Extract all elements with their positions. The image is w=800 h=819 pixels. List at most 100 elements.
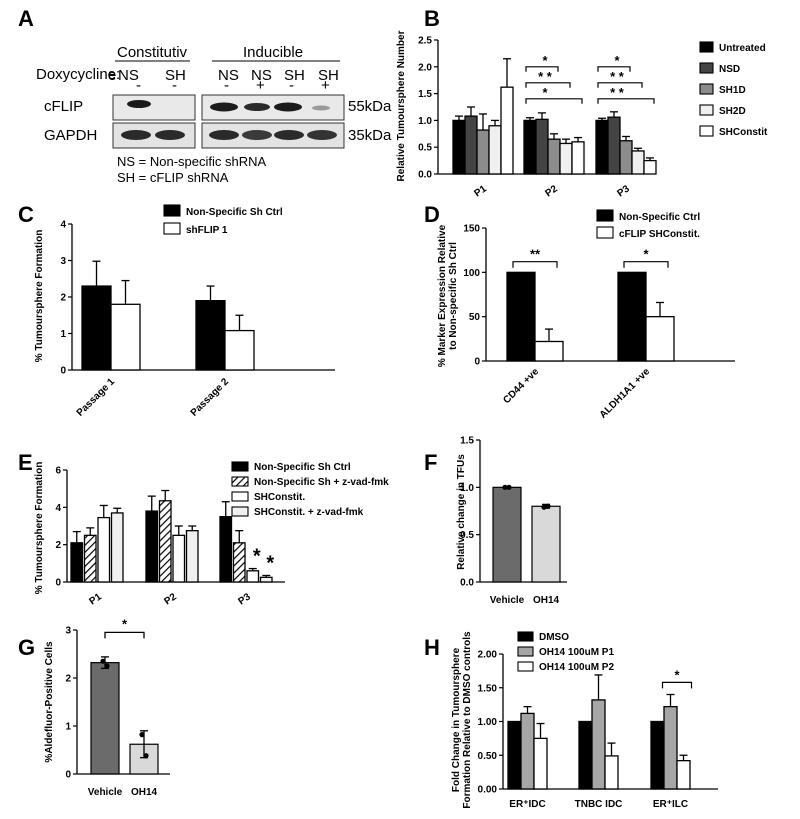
legend-label: shFLIP 1: [186, 225, 228, 236]
y-tick-label: 0: [474, 357, 480, 368]
constitutive-header: Constitutiv: [117, 44, 188, 61]
blot-band: [210, 102, 238, 112]
data-point: [143, 753, 149, 759]
x-tick-label: TNBC IDC: [575, 799, 623, 810]
bar: [488, 125, 502, 175]
bar: [172, 534, 186, 583]
bar: [81, 285, 112, 371]
y-tick-label: 2: [65, 674, 71, 685]
legend-label: DMSO: [539, 632, 569, 643]
data-point: [545, 503, 551, 509]
significance-star: *: [253, 546, 261, 568]
bar: [676, 760, 691, 790]
legend-swatch: [163, 222, 181, 235]
blot-footnote-ns: NS = Non-specific shRNA: [117, 154, 267, 169]
legend-swatch: [699, 125, 714, 137]
bar: [607, 116, 621, 175]
y-tick-label: 0: [65, 770, 71, 781]
blot-band: [242, 130, 272, 140]
lane-dox: -: [172, 77, 177, 94]
blot-size-35: 35kDa: [348, 127, 392, 144]
chart-g: G 0 1 2 3 %Aldefluor-Positive Cells Vehicle OH1…: [18, 616, 170, 798]
significance-label: *: [122, 616, 128, 631]
legend-label: OH14 100uM P1: [539, 647, 614, 658]
legend-label: Non-Specific Sh Ctrl: [186, 207, 283, 218]
data-point: [139, 732, 145, 738]
significance-star: *: [266, 552, 274, 574]
y-tick-label: 1.5: [418, 89, 432, 100]
bar: [464, 115, 478, 175]
significance-bracket: [525, 66, 559, 72]
blot-band: [274, 102, 302, 112]
y-tick-label: 2.5: [418, 36, 432, 47]
panel-letter: H: [424, 635, 440, 660]
legend-swatch: [517, 661, 534, 672]
x-tick-label: Passage 2: [189, 376, 232, 419]
y-tick-label: 2.0: [418, 62, 432, 73]
chart-d: D 0 50 100 150 % Marker Expression Relativeto…: [424, 202, 735, 421]
panel-letter: B: [424, 6, 440, 31]
significance-label: *: [614, 53, 620, 68]
lane-dox: +: [256, 77, 265, 94]
blot-footnote-sh: SH = cFLIP shRNA: [117, 170, 229, 185]
bar: [185, 530, 199, 583]
legend-swatch: [231, 461, 249, 472]
constitutive-header-e: e: [108, 67, 116, 84]
legend-label: SHConstit: [719, 127, 768, 138]
blot-band: [155, 130, 185, 140]
bar: [604, 755, 619, 790]
legend-swatch: [699, 41, 714, 53]
y-tick-label: 0.5: [418, 143, 432, 154]
data-point: [104, 663, 110, 669]
y-tick-label: 0: [60, 366, 66, 377]
x-tick-label: ER⁺IDC: [509, 799, 545, 810]
y-axis-title: Relative change in TFUs: [456, 454, 467, 570]
panel-letter: D: [424, 202, 440, 227]
bar: [520, 712, 535, 790]
bar: [591, 699, 606, 790]
y-tick-label: 1.00: [478, 717, 498, 728]
significance-bracket: [661, 681, 693, 689]
bar: [645, 316, 675, 362]
lane-label: SH: [284, 67, 305, 84]
bar: [533, 737, 548, 790]
significance-label: * *: [610, 85, 625, 100]
legend-swatch: [231, 491, 249, 502]
y-tick-label: 1: [60, 329, 66, 340]
lane-label: NS: [118, 67, 139, 84]
chart-c: C 0 1 2 3 4 % Tumoursphere Formation Passage 1 P…: [18, 202, 335, 419]
bar: [452, 119, 466, 175]
blot-row-label-cflip: cFLIP: [44, 98, 83, 115]
significance-bracket: [623, 261, 669, 268]
bar: [507, 720, 522, 790]
x-tick-label: P2: [543, 183, 560, 199]
significance-bracket: [597, 66, 631, 72]
panel-letter: F: [424, 450, 437, 475]
bar: [559, 142, 573, 175]
significance-bracket: [104, 631, 145, 639]
data-point: [100, 658, 106, 664]
bar: [619, 140, 633, 175]
lane-dox: -: [289, 77, 294, 94]
legend-swatch: [699, 83, 714, 95]
bar: [663, 706, 678, 790]
significance-bracket: [525, 82, 571, 88]
bar: [523, 119, 537, 175]
y-tick-label: 0.0: [418, 170, 432, 181]
bar: [145, 510, 159, 583]
bar: [617, 271, 647, 362]
legend-swatch: [596, 209, 614, 222]
legend-swatch: [231, 506, 249, 517]
x-tick-label: P3: [615, 183, 632, 199]
chart-h: H 0.00 0.50 1.00 1.50 2.00 Fold Change in Tumo…: [424, 631, 718, 810]
legend-label: SH1D: [719, 85, 746, 96]
x-tick-label: P1: [87, 591, 104, 607]
bar: [531, 505, 561, 583]
y-tick-label: 1.0: [418, 116, 432, 127]
x-tick-label: ALDH1A1 +ve: [598, 366, 653, 421]
x-tick-label: P1: [472, 183, 489, 199]
legend-label: Non-Specific Ctrl: [619, 212, 700, 223]
panel-letter-a: A: [18, 6, 34, 31]
significance-label: * *: [610, 69, 625, 84]
blot-band: [127, 100, 151, 108]
